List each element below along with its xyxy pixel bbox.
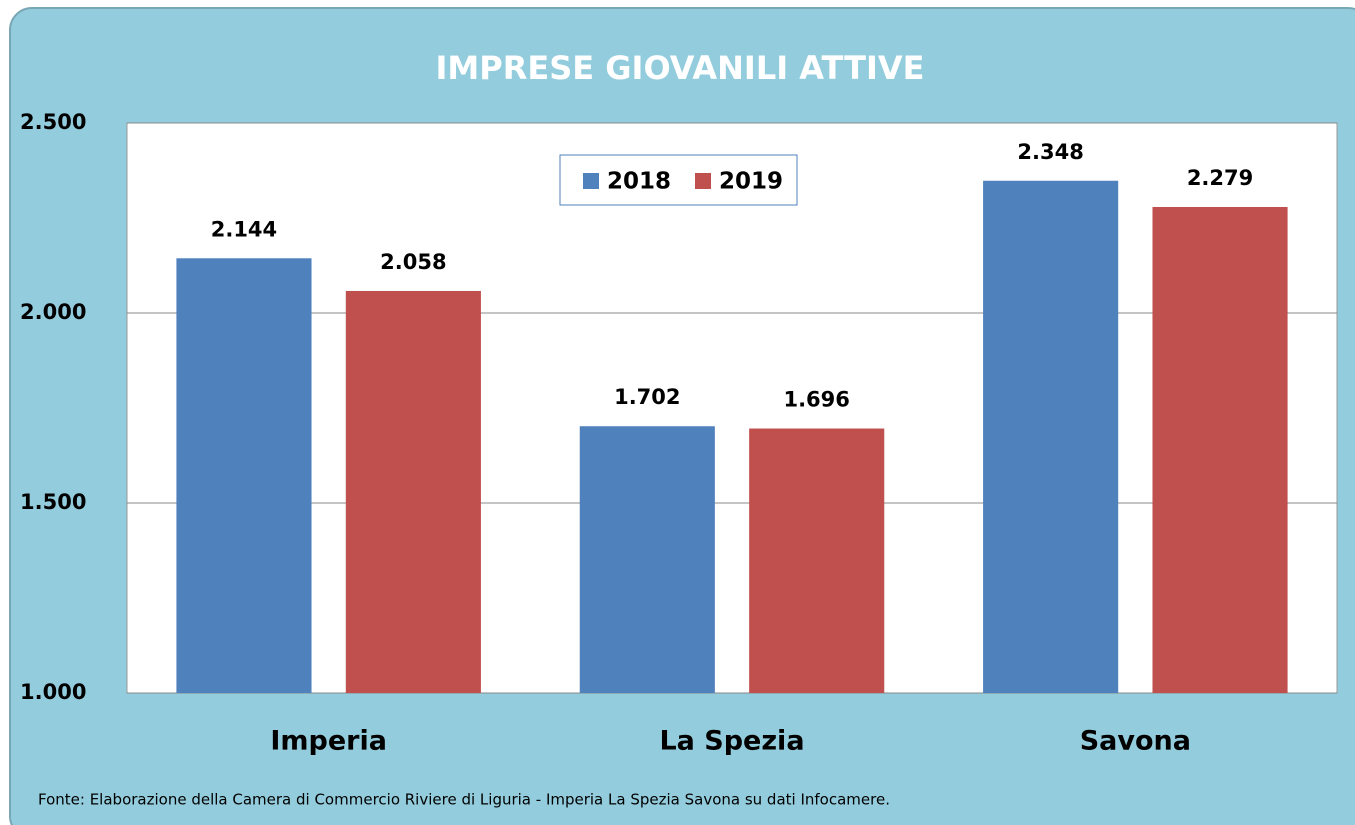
bar [579,426,715,693]
value-label: 2.279 [1187,166,1253,190]
bar [176,258,312,693]
value-label: 1.696 [783,388,849,412]
value-label: 1.702 [614,385,680,409]
bar [345,290,481,693]
y-tick-label: 2.000 [20,300,86,324]
y-tick-label: 2.500 [20,110,86,134]
legend-swatch [583,173,599,189]
x-tick-label: Imperia [270,726,387,757]
plot-area [126,122,1338,694]
source-note: Fonte: Elaborazione della Camera di Comm… [38,791,890,809]
value-label: 2.144 [211,217,277,241]
chart-title: IMPRESE GIOVANILI ATTIVE [436,49,925,87]
x-tick-label: Savona [1080,726,1191,757]
x-tick-label: La Spezia [659,726,804,757]
bar [983,180,1119,693]
value-label: 2.058 [380,250,446,274]
y-tick-label: 1.500 [20,490,86,514]
legend-swatch [695,173,711,189]
bar [1152,206,1288,694]
legend-box [559,154,798,206]
value-label: 2.348 [1017,140,1083,164]
bar [749,428,885,693]
legend-label: 2019 [719,169,783,195]
legend-label: 2018 [607,169,671,195]
y-tick-label: 1.000 [20,680,86,704]
